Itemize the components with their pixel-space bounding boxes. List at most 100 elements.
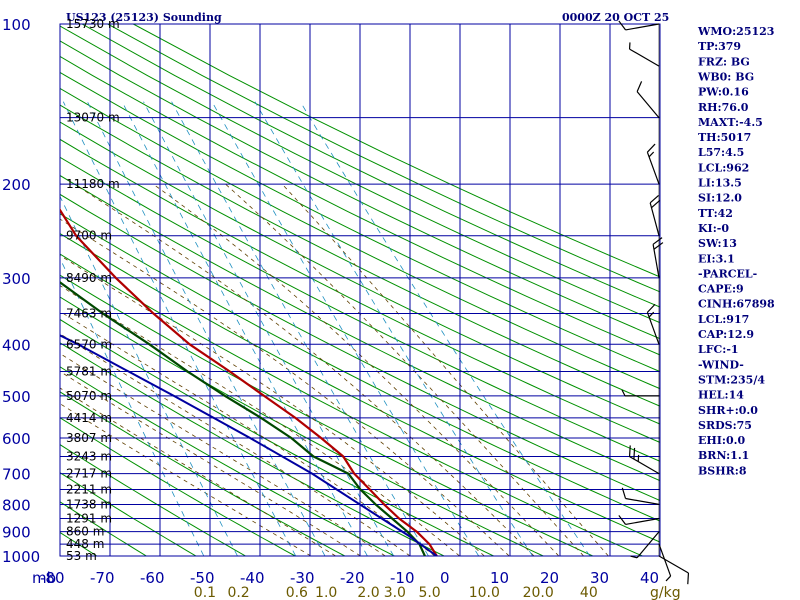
index-line: LFC:-1 [698,343,739,356]
background-grid [59,23,661,557]
wind-barbs [618,20,690,585]
barb-shaft [629,456,660,475]
barb-shaft [636,531,660,559]
barb-half [628,42,631,50]
barb-shaft [625,23,660,31]
index-line: LCL:962 [698,161,749,174]
height-label: 3807 m [66,431,112,445]
barb-flag [628,445,631,457]
barb-half [665,575,672,582]
barb-shaft [625,497,660,505]
index-line: LCL:917 [698,313,749,326]
barb-half [648,311,655,318]
dry-adiabat [107,24,660,293]
mixing-ratio-label: 1.0 [315,585,337,600]
barb-flag [649,194,659,204]
barb-shaft [625,517,660,525]
sounding-profiles [60,207,438,556]
moist-adiabat [281,183,609,556]
mixing-ratio-line [299,101,591,556]
pressure-tick-label: 1000 [2,548,40,566]
temperature-tick-label: -60 [140,569,165,587]
series-parcel [60,334,438,556]
index-line: KI:-0 [698,222,729,235]
mixing-ratio-label: 40 [580,585,598,600]
temperature-tick-label: -40 [240,569,265,587]
wind-barb [649,194,661,236]
index-line: WMO:25123 [697,25,774,38]
mixing-ratio-label: 20.0 [523,585,554,600]
index-line: SI:12.0 [698,192,742,205]
height-label: 13070 m [66,111,120,125]
index-line: HEL:14 [698,389,744,402]
index-line: RH:76.0 [698,101,749,114]
wind-barb [630,531,660,559]
pressure-tick-label: 700 [2,466,31,484]
barb-shaft [649,202,660,236]
pressure-tick-label: 400 [2,336,31,354]
temperature-tick-label: -10 [390,569,415,587]
barb-shaft [652,244,660,278]
index-line: PW:0.16 [698,86,749,99]
index-line: SHR+:0.0 [698,404,758,417]
height-label: 448 m [66,537,104,551]
barb-flag [687,572,690,585]
mixing-ratio-line [60,195,238,556]
moist-adiabat [60,353,386,556]
index-line: CINH:67898 [698,298,775,311]
barb-shaft [658,555,689,574]
index-line: CAPE:9 [698,283,744,296]
temperature-tick-label: 10 [490,569,509,587]
height-label: 53 m [66,549,97,563]
temperature-tick-label: 30 [590,569,609,587]
height-label: 1291 m [66,511,112,525]
height-label: 11180 m [66,177,120,191]
index-line: BRN:1.1 [698,449,749,462]
index-line: MAXT:-4.5 [698,116,763,129]
dry-adiabat [60,193,660,502]
barb-half [637,454,640,462]
wind-barb [652,237,664,278]
index-line: TP:379 [698,40,741,53]
wind-barb [646,303,660,345]
index-line: FRZ: BG [698,55,750,68]
mixing-ratio-label: 3.0 [384,585,406,600]
moist-adiabat [60,333,411,556]
pressure-tick-label: 800 [2,496,31,514]
mixing-ratio-label: 0.1 [194,585,216,600]
moist-adiabat [60,403,312,556]
pressure-unit-label: mb [32,569,56,587]
height-label: 2717 m [66,467,112,481]
mixing-ratio-line [143,101,395,556]
height-label: 9700 m [66,229,112,243]
index-line: TH:5017 [698,131,751,144]
height-label: 15730 m [66,17,120,31]
wind-barb [621,487,660,505]
temperature-tick-label: 40 [640,569,659,587]
barb-flag [618,515,626,525]
barb-half [621,389,626,397]
pressure-tick-label: 200 [2,176,31,194]
barb-half [648,151,655,158]
mixing-ratio-label: 0.2 [227,585,249,600]
mixing-ratio-line [211,101,480,556]
barb-flag [651,199,661,209]
pressure-tick-label: 900 [2,524,31,542]
barb-shaft [658,543,672,577]
temperature-tick-label: -80 [40,569,65,587]
index-line: EHI:0.0 [698,434,745,447]
height-label: 5781 m [66,365,112,379]
barb-half [630,555,638,559]
index-line: STM:235/4 [698,373,765,386]
barb-shaft [636,91,660,119]
moist-adiabat [152,183,560,556]
barb-flag [653,242,664,250]
plot-frame [59,23,661,557]
temperature-tick-label: 0 [440,569,450,587]
mixing-ratio-line [60,257,205,556]
barb-flag [646,303,656,313]
barb-flag [618,20,626,31]
wind-barb [621,389,659,397]
